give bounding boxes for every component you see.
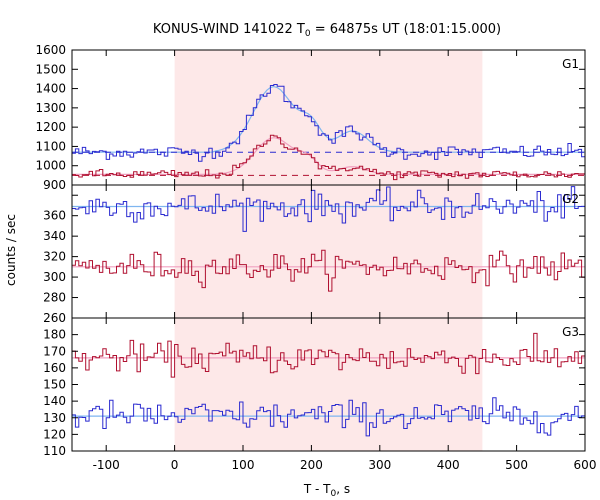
y-tick-label: 160 [43,361,66,375]
x-tick-label: 600 [574,458,597,472]
light-curve-g1-0 [72,84,585,162]
panel-g3: 110 120 130 140 150 160 170 180 G3 [43,317,586,458]
y-tick-label: 340 [43,229,66,243]
model-curve-g1-1 [72,137,585,175]
y-tick-label: 300 [43,270,66,284]
y-tick-label: 170 [43,344,66,358]
y-tick-label: 150 [43,378,66,392]
panel-label-g2: G2 [562,192,579,206]
y-tick-label: 1300 [35,101,66,115]
x-tick-label: 400 [437,458,460,472]
x-tick-label: 500 [505,458,528,472]
light-curve-g2-0 [72,186,585,232]
x-tick-label: 100 [232,458,255,472]
y-tick-label: 1000 [35,159,66,173]
y-tick-label: 320 [43,250,66,264]
y-tick-label: 280 [43,291,66,305]
x-tick-label: 300 [368,458,391,472]
y-tick-label: 140 [43,394,66,408]
y-tick-label: 130 [43,411,66,425]
x-tick-label: 0 [171,458,179,472]
x-axis-title: T - T0, s [303,482,350,499]
light-curve-g1-1 [72,134,585,181]
y-tick-label: 1200 [35,120,66,134]
panel-g1: 900 1000 1100 1200 1300 1400 1500 1600 G1 [35,43,586,192]
y-axis-title: counts / sec [4,214,18,286]
panel-label-g3: G3 [562,325,579,339]
y-tick-label: 900 [43,178,66,192]
y-tick-label: 1400 [35,82,66,96]
y-tick-label: 360 [43,209,66,223]
x-tick-label: -100 [93,458,120,472]
y-tick-label: 180 [43,328,66,342]
y-tick-label: 110 [43,444,66,458]
chart-title: KONUS-WIND 141022 T0 = 64875s UT (18:01:… [153,22,501,39]
highlight-interval [174,50,483,451]
y-tick-label: 1100 [35,139,66,153]
x-tick-label: 200 [300,458,323,472]
y-tick-label: 1500 [35,62,66,76]
light-curve-g3-0 [72,332,585,378]
light-curve-g3-1 [72,397,585,437]
y-tick-label: 260 [43,311,66,325]
light-curve-g2-1 [72,249,585,292]
panel-label-g1: G1 [562,57,579,71]
y-tick-label: 1600 [35,43,66,57]
y-tick-label: 120 [43,427,66,441]
panels-group: 9001000110012001300140015001600G12602803… [35,43,596,472]
